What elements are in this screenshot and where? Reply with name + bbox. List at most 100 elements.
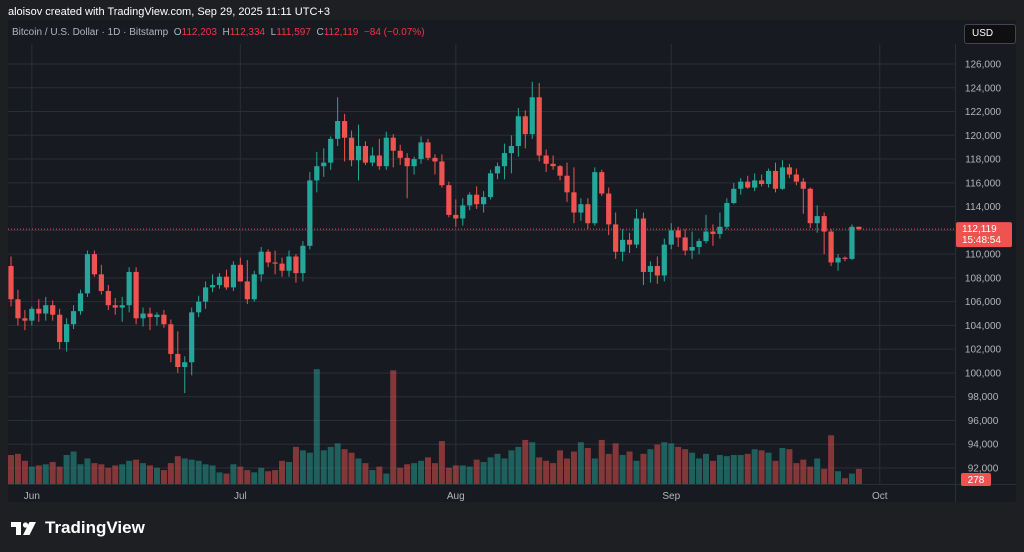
- volume-bar: [119, 464, 126, 484]
- volume-bar: [306, 452, 313, 484]
- candle-body: [717, 226, 723, 234]
- legend-change: −84 (−0.07%): [363, 27, 425, 38]
- candle-body: [752, 180, 758, 188]
- volume-bar: [279, 460, 286, 484]
- candle-body: [557, 166, 563, 176]
- candle-body: [745, 181, 751, 188]
- candle-body: [821, 216, 827, 232]
- candle-body: [140, 313, 146, 319]
- y-tick-label: 118,000: [965, 155, 1001, 166]
- candle-body: [689, 246, 695, 251]
- y-tick-label: 126,000: [965, 60, 1002, 71]
- candle-body: [814, 216, 820, 224]
- candle-body: [571, 192, 577, 213]
- volume-bar: [855, 468, 862, 484]
- volume-bar: [591, 458, 598, 484]
- volume-bar: [619, 455, 626, 484]
- candle-body: [793, 174, 799, 182]
- candle-body: [265, 251, 271, 263]
- volume-bar: [202, 464, 209, 484]
- volume-bar: [348, 452, 355, 484]
- candle-body: [543, 155, 549, 164]
- candle-body: [710, 231, 716, 234]
- volume-bar: [452, 465, 459, 484]
- candlestick-chart[interactable]: 126,000 124,000 122,000 120,000 118,000 116,0…: [0, 0, 1024, 510]
- candle-body: [446, 185, 452, 215]
- candle-body: [203, 287, 209, 302]
- candle-body: [731, 188, 737, 204]
- candle-body: [342, 121, 348, 138]
- volume-bar: [251, 472, 258, 484]
- candle-body: [77, 293, 84, 312]
- candle-body: [439, 161, 445, 186]
- volume-bar: [265, 471, 272, 484]
- volume-bar: [390, 370, 397, 484]
- y-tick-label: 98,000: [968, 392, 999, 403]
- volume-bar: [696, 458, 703, 484]
- candle-body: [237, 264, 243, 282]
- volume-bar: [779, 448, 786, 484]
- volume-bar: [522, 439, 529, 484]
- volume-bar: [654, 444, 661, 484]
- y-tick-label: 92,000: [968, 464, 999, 475]
- y-tick-label: 94,000: [968, 440, 999, 451]
- volume-bar: [153, 467, 160, 484]
- volume-bar: [842, 478, 848, 484]
- volume-bar: [716, 455, 723, 484]
- tradingview-logo[interactable]: TradingView: [10, 518, 145, 538]
- countdown-label: 15:48:54: [962, 235, 1001, 246]
- y-tick-label: 96,000: [968, 416, 999, 427]
- volume-bar: [272, 470, 279, 484]
- volume-bar: [605, 453, 612, 484]
- volume-bar: [195, 460, 202, 484]
- volume-bar: [786, 449, 793, 484]
- candle-body: [84, 254, 91, 294]
- candle-body: [703, 231, 709, 242]
- currency-button[interactable]: USD: [964, 24, 1016, 44]
- volume-bar: [466, 466, 473, 484]
- candle-body: [57, 314, 63, 343]
- volume-bar: [459, 465, 466, 484]
- candle-body: [182, 362, 188, 367]
- candle-body: [481, 197, 487, 205]
- volume-bar: [140, 463, 147, 484]
- candle-body: [161, 314, 167, 325]
- tradingview-logo-icon: [11, 522, 36, 535]
- volume-bar: [848, 473, 855, 484]
- volume-bar: [626, 451, 633, 484]
- legend: Bitcoin / U.S. Dollar · 1D · Bitstamp O1…: [12, 27, 425, 38]
- candle-body: [515, 116, 521, 146]
- candle-body: [529, 97, 535, 135]
- candle-body: [98, 274, 104, 291]
- chart-panel[interactable]: [8, 20, 1016, 502]
- volume-bar: [355, 458, 362, 484]
- volume-bar: [751, 449, 758, 484]
- volume-bar: [376, 466, 383, 484]
- y-tick-label: 116,000: [965, 178, 1001, 189]
- candle-body: [216, 276, 223, 286]
- candle-body: [578, 204, 584, 213]
- candle-body: [647, 266, 653, 272]
- volume-bar: [814, 458, 821, 484]
- candle-body: [786, 167, 792, 175]
- last-price-label: 112,119: [962, 224, 997, 235]
- volume-bar: [21, 460, 28, 484]
- volume-bar: [543, 460, 550, 484]
- candle-body: [585, 204, 591, 224]
- volume-bar: [515, 446, 522, 484]
- volume-bar: [313, 369, 320, 484]
- volume-bar: [508, 450, 515, 484]
- volume-bar: [640, 453, 647, 484]
- candle-body: [494, 166, 501, 174]
- candle-body: [64, 324, 70, 343]
- volume-bar: [383, 473, 390, 484]
- volume-bar: [473, 459, 480, 484]
- candle-body: [501, 153, 508, 167]
- candle-body: [606, 193, 612, 225]
- volume-bar: [397, 467, 404, 484]
- volume-bar: [536, 457, 543, 484]
- candle-body: [522, 116, 528, 135]
- volume-bar: [411, 463, 418, 484]
- candle-body: [856, 226, 862, 230]
- candle-body: [362, 145, 369, 163]
